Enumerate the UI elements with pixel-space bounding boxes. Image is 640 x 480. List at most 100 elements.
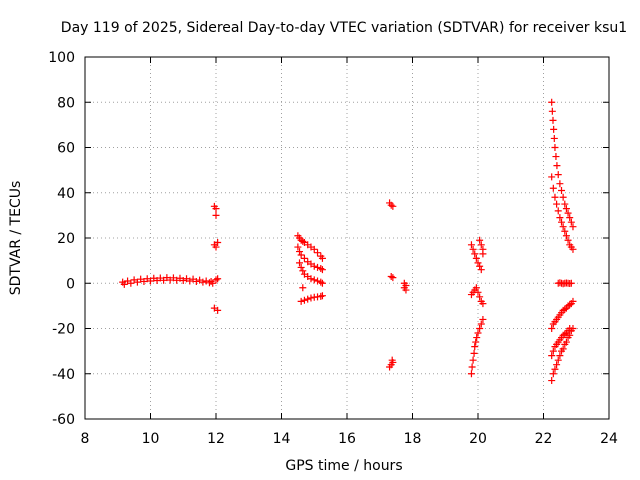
data-point	[476, 236, 484, 244]
data-point	[476, 262, 484, 270]
data-point	[550, 134, 558, 142]
data-point	[473, 334, 481, 342]
data-point	[561, 227, 569, 235]
data-point	[402, 286, 410, 294]
data-point	[472, 254, 480, 262]
data-point	[294, 243, 302, 251]
data-point	[173, 276, 181, 284]
data-point	[553, 200, 561, 208]
series-t20-neg-upper	[467, 284, 487, 308]
data-point	[297, 251, 305, 259]
x-tick-label: 10	[142, 431, 160, 447]
data-point	[476, 325, 484, 332]
data-point	[307, 294, 315, 302]
data-point	[300, 296, 308, 304]
data-point	[318, 266, 326, 274]
data-point	[212, 243, 220, 251]
data-point	[192, 277, 200, 285]
data-point	[299, 267, 307, 275]
data-point	[479, 315, 487, 323]
data-point	[551, 193, 559, 201]
series-t20-upper	[467, 236, 487, 274]
data-point	[209, 279, 217, 287]
data-point	[550, 125, 558, 133]
data-point	[551, 144, 559, 151]
data-point	[554, 356, 562, 364]
data-point	[556, 214, 564, 222]
data-point	[296, 248, 304, 256]
data-point	[166, 276, 174, 284]
data-point	[212, 205, 220, 213]
data-point	[561, 200, 569, 208]
data-point	[318, 279, 326, 287]
chart-title: Day 119 of 2025, Sidereal Day-to-day VTE…	[61, 20, 627, 36]
series-t22-upper-mid	[548, 173, 577, 253]
x-tick-label: 12	[207, 431, 225, 447]
x-tick-label: 22	[535, 431, 553, 447]
data-point	[387, 201, 395, 209]
y-tick-label: -60	[52, 412, 75, 428]
data-point	[317, 292, 325, 300]
data-point	[318, 254, 326, 262]
data-point	[133, 278, 141, 286]
series-t22-neg-upper	[548, 297, 577, 332]
series-t17-cluster	[386, 199, 397, 371]
data-point	[127, 279, 135, 287]
data-point	[561, 330, 569, 338]
data-point	[549, 370, 557, 378]
data-point	[562, 205, 570, 213]
data-point	[566, 325, 574, 332]
data-point	[299, 284, 307, 292]
series-t14-upper	[294, 232, 326, 262]
data-point	[556, 180, 564, 188]
y-axis-label: SDTVAR / TECUs	[8, 181, 24, 296]
data-point	[548, 352, 556, 360]
data-point	[566, 301, 574, 309]
data-point	[548, 173, 556, 181]
data-point	[479, 250, 487, 258]
data-point	[477, 266, 485, 274]
data-point	[212, 276, 220, 284]
data-point	[559, 345, 567, 353]
x-tick-label: 8	[81, 431, 90, 447]
data-point	[553, 361, 561, 369]
data-point	[214, 275, 222, 283]
data-point	[474, 288, 482, 296]
points-layer	[119, 98, 577, 385]
data-point	[296, 259, 304, 267]
y-tick-label: 20	[57, 231, 75, 247]
y-tick-label: 60	[57, 141, 75, 157]
data-point	[558, 186, 566, 194]
y-tick-label: 80	[57, 95, 75, 111]
data-point	[474, 329, 482, 337]
y-tick-label: 0	[66, 276, 75, 292]
series-t14-lower	[296, 259, 326, 287]
data-point	[471, 343, 479, 351]
series-t14-middle	[294, 243, 326, 274]
data-point	[387, 272, 395, 280]
data-point	[559, 193, 567, 201]
data-point	[470, 349, 478, 357]
data-point	[467, 241, 475, 249]
data-point	[564, 236, 572, 244]
data-point	[549, 184, 557, 192]
data-point	[120, 280, 128, 288]
data-point	[566, 214, 574, 222]
data-point	[561, 305, 569, 313]
series-t22-zero	[554, 279, 575, 288]
data-point	[549, 116, 557, 124]
data-point	[554, 171, 562, 179]
x-tick-label: 16	[338, 431, 356, 447]
data-point	[153, 277, 161, 285]
series-t20-neg-lower	[467, 315, 487, 378]
series-t14-negative	[297, 284, 326, 305]
x-tick-label: 20	[469, 431, 487, 447]
data-point	[300, 254, 308, 262]
data-point	[314, 249, 322, 257]
x-tick-label: 24	[600, 431, 618, 447]
data-point	[472, 338, 480, 346]
data-point	[140, 277, 148, 285]
data-point	[214, 306, 222, 314]
data-point	[467, 370, 475, 378]
data-point	[471, 250, 479, 258]
